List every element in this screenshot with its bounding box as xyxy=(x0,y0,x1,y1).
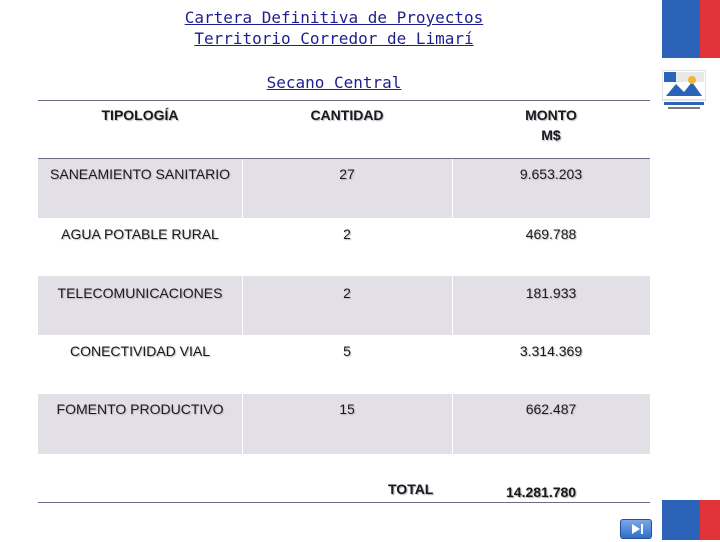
title-line-2: Territorio Corredor de Limarí xyxy=(194,29,474,48)
cell-monto: 9.653.203 xyxy=(519,166,583,182)
cell-cantidad: 27 xyxy=(339,166,355,182)
cell-tipologia: TELECOMUNICACIONES xyxy=(57,285,223,301)
cell-monto: 469.788 xyxy=(525,226,577,242)
header-monto-line1: MONTO xyxy=(525,107,577,123)
column-divider xyxy=(242,159,243,454)
flag-stripe-blue-bottom xyxy=(662,500,700,540)
table-row: AGUA POTABLE RURAL 2 469.788 xyxy=(38,218,650,276)
cell-cantidad: 2 xyxy=(343,226,351,242)
header-tipologia: TIPOLOGÍA xyxy=(101,107,179,123)
table-row: FOMENTO PRODUCTIVO 15 662.487 xyxy=(38,394,650,454)
table-row: CONECTIVIDAD VIAL 5 3.314.369 xyxy=(38,335,650,394)
cell-cantidad: 2 xyxy=(343,285,351,301)
next-slide-button[interactable] xyxy=(620,519,652,539)
table-header-row: TIPOLOGÍA CANTIDAD MONTO M$ xyxy=(38,100,650,158)
cell-tipologia: AGUA POTABLE RURAL xyxy=(61,226,219,242)
title-line-1: Cartera Definitiva de Proyectos xyxy=(184,8,484,27)
column-divider xyxy=(452,159,453,454)
subtitle: Secano Central xyxy=(266,73,402,92)
cell-monto: 3.314.369 xyxy=(519,343,583,359)
header-monto-line2: M$ xyxy=(541,127,561,143)
total-label: TOTAL xyxy=(388,481,434,497)
table-top-rule xyxy=(38,100,650,101)
table-row: TELECOMUNICACIONES 2 181.933 xyxy=(38,276,650,335)
cell-monto: 181.933 xyxy=(525,285,577,301)
header-monto: MONTO M$ xyxy=(452,105,650,145)
table-bottom-rule xyxy=(38,502,650,503)
header-cantidad: CANTIDAD xyxy=(310,107,384,123)
cell-tipologia: SANEAMIENTO SANITARIO xyxy=(50,166,230,182)
government-logo-icon xyxy=(662,70,706,109)
total-value: 14.281.780 xyxy=(506,484,577,500)
next-slide-icon xyxy=(632,524,643,534)
flag-stripe-blue-top xyxy=(662,0,700,58)
flag-stripe-red-top xyxy=(700,0,720,58)
cell-cantidad: 5 xyxy=(343,343,351,359)
cell-cantidad: 15 xyxy=(339,401,355,417)
flag-stripe-red-bottom xyxy=(700,500,720,540)
cell-tipologia: FOMENTO PRODUCTIVO xyxy=(56,401,224,417)
table-row: SANEAMIENTO SANITARIO 27 9.653.203 xyxy=(38,159,650,218)
header-rule xyxy=(38,158,650,159)
cell-monto: 662.487 xyxy=(525,401,577,417)
cell-tipologia: CONECTIVIDAD VIAL xyxy=(69,343,211,359)
